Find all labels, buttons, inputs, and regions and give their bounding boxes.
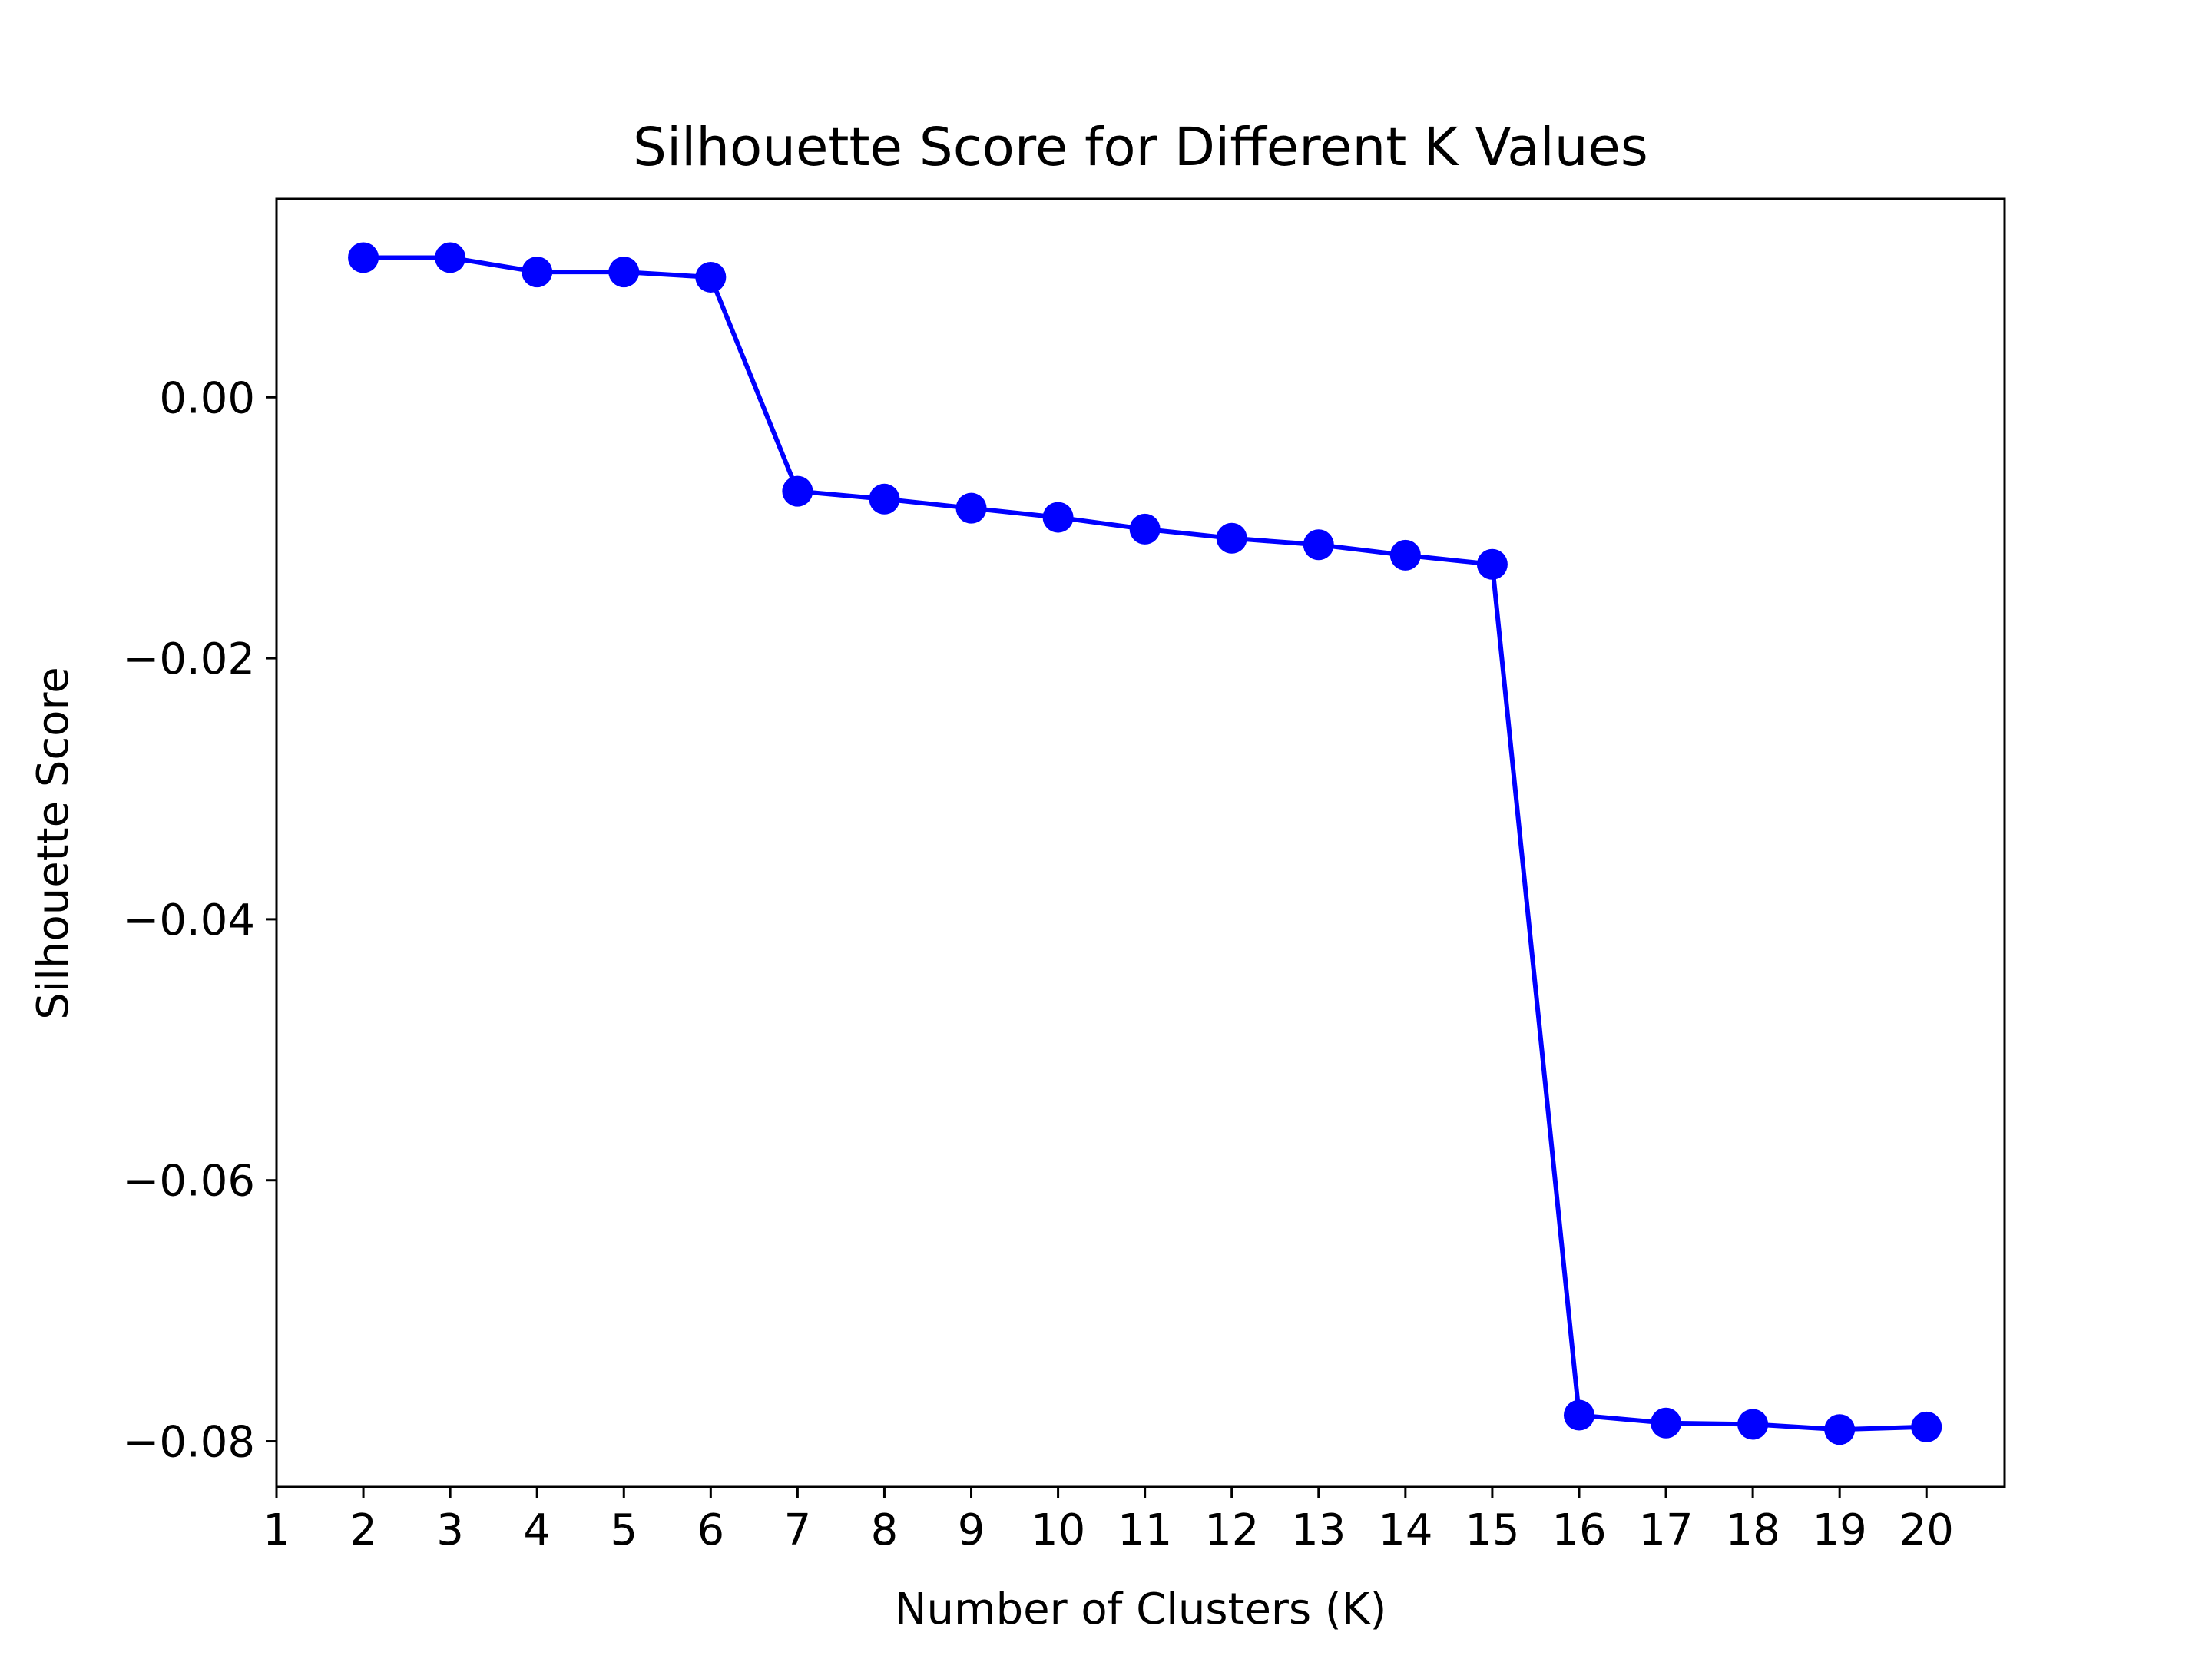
x-tick-label: 10 bbox=[1031, 1505, 1085, 1555]
data-point bbox=[1737, 1409, 1769, 1440]
y-tick-label: −0.04 bbox=[123, 896, 255, 945]
x-axis-label: Number of Clusters (K) bbox=[895, 1584, 1387, 1634]
y-axis: 0.00 −0.02 −0.04 −0.06 −0.08 bbox=[123, 373, 276, 1468]
data-point bbox=[1389, 539, 1421, 571]
data-point bbox=[695, 261, 727, 293]
y-axis-label: Silhouette Score bbox=[28, 667, 78, 1019]
x-tick-label: 7 bbox=[784, 1505, 812, 1555]
x-tick-label: 1 bbox=[263, 1505, 290, 1555]
data-point bbox=[1476, 548, 1508, 580]
data-point bbox=[435, 242, 466, 273]
x-tick-label: 2 bbox=[349, 1505, 377, 1555]
data-point bbox=[1563, 1399, 1594, 1431]
data-point bbox=[1042, 502, 1074, 533]
data-point bbox=[1911, 1411, 1942, 1442]
x-tick-label: 19 bbox=[1813, 1505, 1867, 1555]
data-point bbox=[869, 483, 900, 515]
x-tick-label: 13 bbox=[1291, 1505, 1346, 1555]
data-point bbox=[1824, 1414, 1856, 1445]
y-tick-label: −0.06 bbox=[123, 1157, 255, 1207]
x-tick-label: 6 bbox=[697, 1505, 725, 1555]
y-tick-label: −0.08 bbox=[123, 1418, 255, 1468]
x-tick-label: 16 bbox=[1551, 1505, 1606, 1555]
y-tick-label: 0.00 bbox=[159, 373, 255, 423]
plot-area bbox=[348, 242, 1942, 1445]
chart-title: Silhouette Score for Different K Values bbox=[633, 117, 1648, 178]
x-axis: 1 2 3 4 5 6 7 8 9 10 11 12 13 14 15 16 17 18 19 20 bbox=[263, 1487, 1954, 1555]
data-point bbox=[1216, 522, 1247, 554]
plot-frame bbox=[275, 197, 2006, 1488]
x-tick-label: 4 bbox=[523, 1505, 551, 1555]
data-point bbox=[1129, 513, 1161, 545]
x-tick-label: 8 bbox=[871, 1505, 899, 1555]
x-tick-label: 9 bbox=[958, 1505, 985, 1555]
data-point bbox=[1303, 529, 1334, 561]
x-tick-label: 3 bbox=[436, 1505, 464, 1555]
data-point bbox=[608, 257, 640, 288]
data-point bbox=[955, 492, 987, 524]
data-point bbox=[522, 257, 553, 288]
x-tick-label: 12 bbox=[1204, 1505, 1259, 1555]
data-point bbox=[782, 475, 813, 507]
x-tick-label: 18 bbox=[1725, 1505, 1780, 1555]
data-point bbox=[348, 242, 379, 273]
y-tick-label: −0.02 bbox=[123, 634, 255, 684]
x-tick-label: 11 bbox=[1118, 1505, 1172, 1555]
x-tick-label: 14 bbox=[1378, 1505, 1432, 1555]
x-tick-label: 17 bbox=[1638, 1505, 1693, 1555]
x-tick-label: 15 bbox=[1465, 1505, 1519, 1555]
data-point bbox=[1651, 1407, 1682, 1439]
x-tick-label: 5 bbox=[610, 1505, 637, 1555]
x-tick-label: 20 bbox=[1899, 1505, 1954, 1555]
